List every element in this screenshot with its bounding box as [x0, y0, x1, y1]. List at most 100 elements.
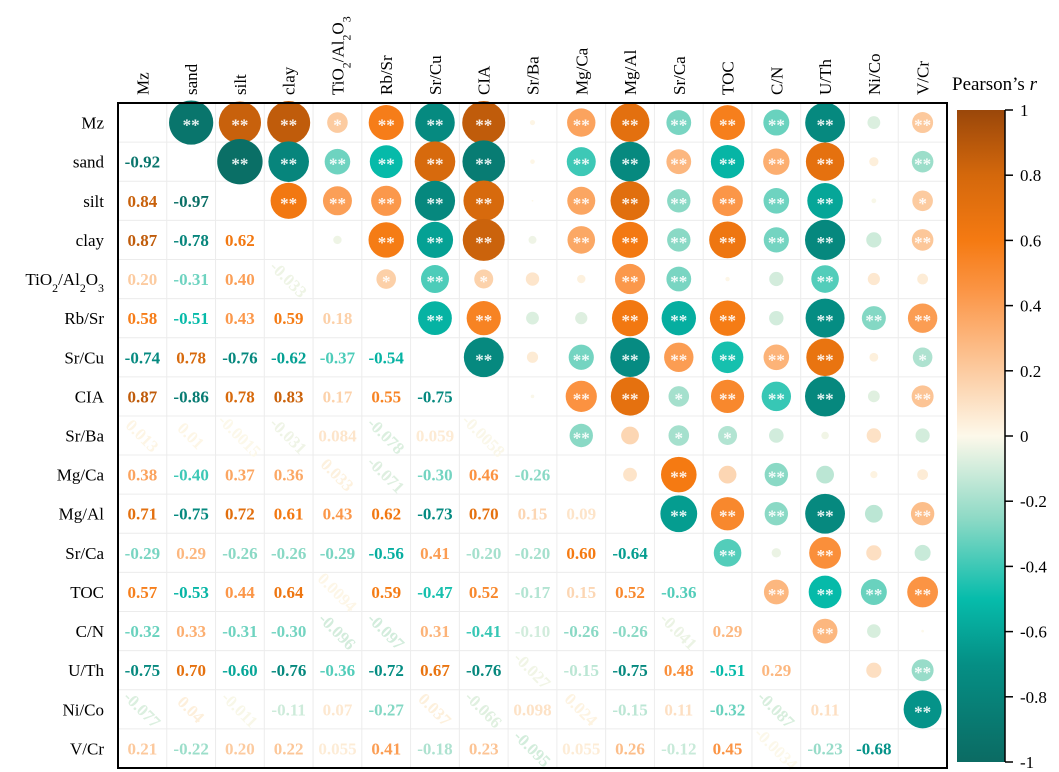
correlation-circle [526, 351, 539, 363]
correlation-value: 0.57 [128, 583, 158, 602]
significance-stars: ** [622, 194, 639, 213]
correlation-value: 0.037 [414, 689, 455, 730]
significance-stars: ** [183, 116, 200, 135]
significance-stars: ** [768, 155, 785, 174]
correlation-circle [809, 536, 841, 569]
correlation-value: -0.40 [173, 466, 208, 485]
correlation-value: -0.27 [368, 700, 404, 719]
significance-stars: ** [475, 233, 492, 252]
correlation-value: -0.078 [364, 414, 408, 458]
correlation-circle [861, 306, 886, 331]
correlation-circle [869, 352, 879, 362]
correlation-circle [709, 300, 746, 336]
correlation-circle [805, 493, 845, 534]
significance-stars: ** [719, 233, 736, 252]
correlation-value: -0.47 [417, 583, 453, 602]
row-label: Mz [81, 114, 104, 133]
significance-stars: ** [768, 350, 785, 369]
column-label: V/Cr [914, 61, 933, 95]
significance-stars: ** [719, 389, 736, 408]
significance-stars: ** [817, 389, 834, 408]
significance-stars: ** [670, 507, 687, 526]
correlation-circle [575, 312, 588, 325]
correlation-value: 0.15 [518, 505, 548, 524]
significance-stars: ** [426, 311, 443, 330]
correlation-circle [805, 142, 845, 181]
correlation-value: 0.17 [323, 387, 353, 406]
correlation-circle [915, 428, 930, 443]
correlation-circle [577, 274, 586, 284]
significance-stars: * [918, 350, 927, 369]
correlation-circle [660, 495, 698, 533]
significance-stars: ** [573, 155, 590, 174]
correlation-value: -0.53 [173, 583, 208, 602]
correlation-value: 0.33 [176, 622, 206, 641]
correlation-circle [912, 347, 933, 368]
significance-stars: ** [622, 311, 639, 330]
correlation-value: -0.54 [368, 348, 404, 367]
correlation-value: -0.097 [364, 609, 409, 654]
correlation-value: 0.29 [761, 661, 791, 680]
correlation-circle [867, 390, 880, 403]
column-label: Mg/Al [621, 49, 640, 95]
correlation-value: 0.033 [317, 455, 357, 495]
correlation-circle [531, 199, 534, 202]
correlation-circle [664, 342, 694, 372]
correlation-circle [466, 301, 501, 336]
significance-stars: ** [719, 350, 736, 369]
column-label: clay [280, 66, 299, 95]
correlation-circle [474, 269, 494, 289]
correlation-circle [866, 428, 882, 443]
correlation-circle [763, 344, 790, 371]
column-label: Rb/Sr [377, 55, 396, 95]
correlation-value: -0.29 [125, 544, 160, 563]
correlation-value: -0.32 [125, 622, 160, 641]
row-label: Sr/Ca [65, 544, 104, 563]
correlation-circle [420, 265, 449, 294]
correlation-circle [764, 462, 789, 487]
correlation-value: -0.74 [125, 348, 161, 367]
correlation-circle [912, 190, 933, 212]
correlation-circle [869, 157, 879, 167]
significance-stars: * [675, 389, 684, 408]
correlation-circle [463, 180, 505, 222]
correlation-value: -0.32 [710, 700, 745, 719]
matrix-cells: ** ** ** * ** ** ** ** ** ** ** ** ** **-0.92 ** ** ** **… [120, 100, 942, 772]
correlation-circle [812, 618, 838, 644]
correlation-value: 0.024 [561, 689, 602, 730]
significance-stars: ** [817, 272, 834, 291]
correlation-circle [917, 273, 929, 285]
column-label: C/N [767, 67, 786, 95]
correlation-value: -0.30 [417, 466, 452, 485]
significance-stars: ** [378, 155, 395, 174]
correlation-value: 0.43 [225, 309, 255, 328]
correlation-circle [911, 385, 934, 408]
correlation-value: 0.62 [371, 505, 401, 524]
correlation-circle [807, 182, 843, 219]
column-label: Mg/Ca [572, 47, 591, 95]
correlation-value: 0.41 [420, 544, 450, 563]
correlation-value: 0.38 [128, 466, 158, 485]
colorbar-tick-label: 0 [1020, 427, 1029, 446]
row-label: Rb/Sr [64, 309, 104, 328]
correlation-value: -0.76 [222, 348, 257, 367]
correlation-value: -0.75 [125, 661, 160, 680]
row-label: C/N [76, 622, 104, 641]
correlation-circle [763, 148, 790, 175]
correlation-value: -0.0058 [458, 411, 509, 462]
correlation-value: 0.55 [371, 387, 401, 406]
correlation-value: 0.084 [318, 427, 357, 446]
significance-stars: ** [280, 116, 297, 135]
significance-stars: ** [426, 233, 443, 252]
grid-lines [118, 103, 947, 768]
significance-stars: ** [865, 311, 882, 330]
correlation-value: 0.18 [323, 309, 353, 328]
correlation-circle [566, 147, 596, 177]
correlation-circle [462, 101, 506, 145]
correlation-circle [268, 141, 309, 182]
correlation-circle [808, 575, 842, 609]
correlation-value: 0.098 [513, 700, 551, 719]
significance-stars: ** [670, 350, 687, 369]
correlation-circle [462, 140, 506, 183]
